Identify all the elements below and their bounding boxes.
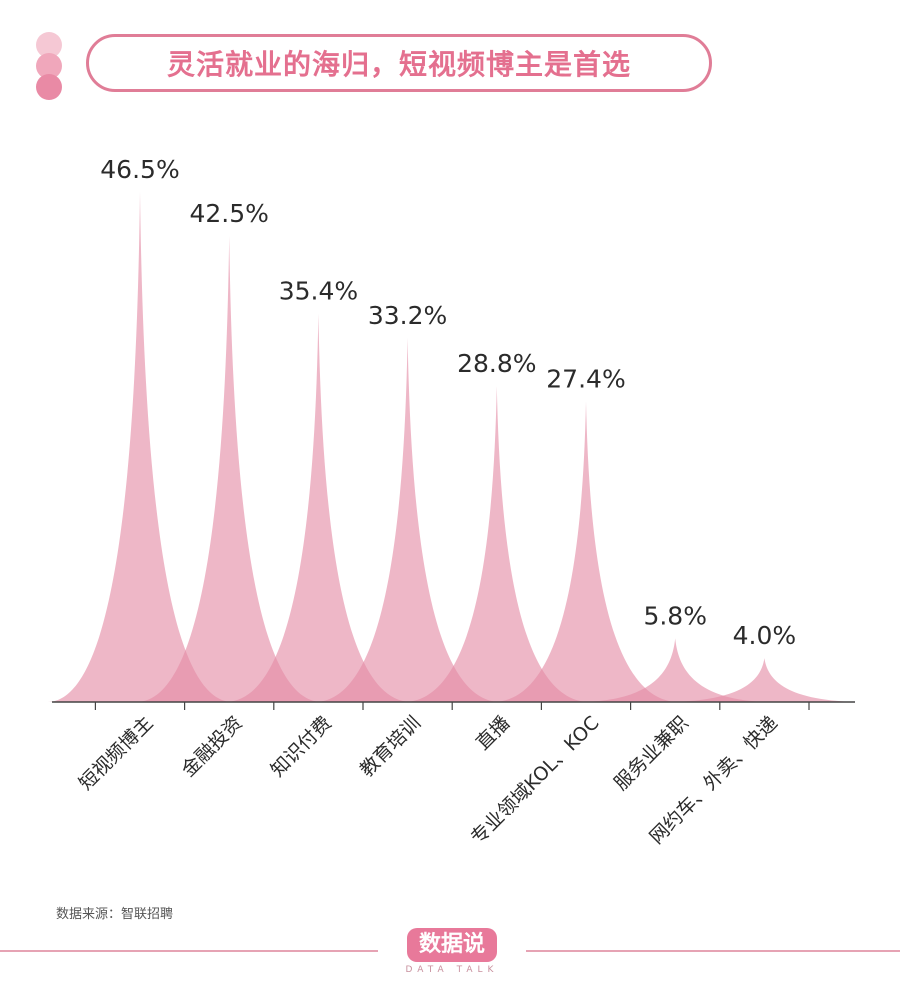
category-label-1: 短视频博主 — [75, 712, 158, 795]
peak-5 — [404, 386, 589, 702]
value-label-6: 27.4% — [546, 364, 625, 393]
brand-subtitle: DATA TALK — [405, 965, 499, 975]
peak-3 — [226, 313, 411, 702]
decor-dot-dark — [36, 74, 62, 100]
value-label-2: 42.5% — [189, 199, 268, 228]
peak-2 — [137, 235, 322, 702]
value-label-5: 28.8% — [457, 349, 536, 378]
peak-1 — [48, 192, 232, 702]
category-label-5: 直播 — [472, 712, 514, 754]
value-label-4: 33.2% — [368, 301, 447, 330]
category-label-4: 教育培训 — [356, 712, 425, 781]
peak-chart: 46.5% 42.5% 35.4% 33.2% 28.8% 27.4% 5.8% 4.0% 短视… — [48, 155, 857, 849]
footer-divider-left — [0, 950, 378, 952]
page-title: 灵活就业的海归，短视频博主是首选 — [166, 48, 631, 81]
value-label-8: 4.0% — [733, 621, 797, 650]
value-label-3: 35.4% — [279, 277, 358, 306]
title-box: 灵活就业的海归，短视频博主是首选 — [86, 34, 712, 92]
brand-logo: 数据说 DATA TALK — [388, 928, 516, 975]
peak-7 — [583, 638, 768, 702]
category-label-7: 服务业兼职 — [610, 712, 693, 795]
category-label-2: 金融投资 — [177, 712, 246, 781]
peak-8 — [672, 658, 857, 702]
data-source: 数据来源：智联招聘 — [56, 907, 174, 922]
category-label-3: 知识付费 — [267, 712, 336, 781]
title-decoration — [36, 32, 64, 102]
value-label-7: 5.8% — [643, 601, 707, 630]
peak-6 — [494, 401, 678, 702]
footer-divider-right — [526, 950, 900, 952]
peak-4 — [315, 337, 500, 702]
value-label-1: 46.5% — [100, 155, 179, 184]
brand-name: 数据说 — [406, 928, 497, 962]
